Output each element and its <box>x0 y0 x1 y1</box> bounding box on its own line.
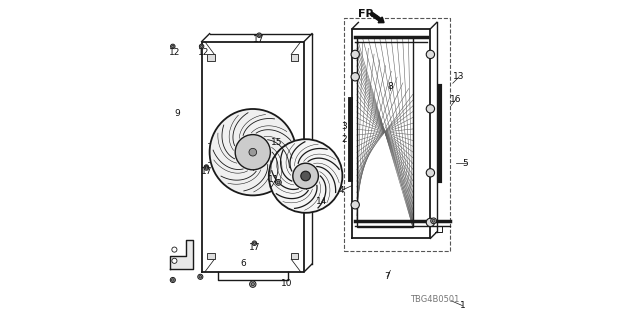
Circle shape <box>293 163 319 189</box>
Text: 15: 15 <box>271 138 282 147</box>
Circle shape <box>205 167 207 169</box>
Circle shape <box>204 166 209 170</box>
Circle shape <box>257 33 262 37</box>
Circle shape <box>205 166 207 168</box>
Circle shape <box>432 220 435 222</box>
Text: 12: 12 <box>198 48 209 57</box>
Text: 12: 12 <box>170 48 180 57</box>
Circle shape <box>351 50 360 59</box>
Text: 5: 5 <box>463 159 468 168</box>
Text: 8: 8 <box>388 82 393 91</box>
Circle shape <box>172 45 174 47</box>
Text: 13: 13 <box>454 72 465 81</box>
Circle shape <box>253 242 255 244</box>
Circle shape <box>250 281 256 287</box>
Circle shape <box>236 135 271 170</box>
Circle shape <box>426 169 435 177</box>
Text: 1: 1 <box>460 301 465 310</box>
Circle shape <box>200 45 203 47</box>
Text: 14: 14 <box>316 197 327 206</box>
Bar <box>357 37 413 227</box>
Circle shape <box>170 44 175 49</box>
Bar <box>207 253 215 259</box>
Text: 9: 9 <box>175 109 180 118</box>
Circle shape <box>200 44 204 49</box>
Circle shape <box>252 241 257 245</box>
Circle shape <box>172 258 177 263</box>
Text: 7: 7 <box>385 272 390 281</box>
Circle shape <box>172 247 177 252</box>
Text: 16: 16 <box>451 95 461 104</box>
Text: 6: 6 <box>241 260 246 268</box>
Text: 4: 4 <box>339 186 344 195</box>
Circle shape <box>426 218 435 227</box>
Circle shape <box>198 274 203 279</box>
Circle shape <box>426 50 435 59</box>
Circle shape <box>351 73 360 81</box>
Circle shape <box>249 148 257 156</box>
Circle shape <box>351 201 360 209</box>
Circle shape <box>204 165 209 169</box>
Circle shape <box>170 277 175 283</box>
Text: 2: 2 <box>341 135 347 144</box>
Text: 17: 17 <box>249 244 260 252</box>
Circle shape <box>277 181 280 184</box>
FancyArrow shape <box>371 12 384 23</box>
Text: 17: 17 <box>201 167 212 176</box>
Circle shape <box>258 34 260 36</box>
Bar <box>207 54 215 61</box>
Text: 11: 11 <box>268 175 279 184</box>
Text: 3: 3 <box>341 122 347 131</box>
Circle shape <box>275 180 282 185</box>
Circle shape <box>199 276 202 278</box>
Bar <box>271 150 282 163</box>
Circle shape <box>269 139 342 213</box>
Circle shape <box>172 279 174 281</box>
Bar <box>344 18 450 251</box>
Bar <box>291 54 298 61</box>
Circle shape <box>301 171 310 181</box>
Text: FR.: FR. <box>358 9 378 20</box>
Circle shape <box>210 109 296 196</box>
Circle shape <box>431 218 436 224</box>
Bar <box>291 253 298 259</box>
Text: 17: 17 <box>253 36 265 44</box>
Text: TBG4B0501: TBG4B0501 <box>410 295 460 304</box>
Circle shape <box>252 283 255 286</box>
Polygon shape <box>170 240 193 269</box>
Text: 10: 10 <box>281 279 292 288</box>
Circle shape <box>426 105 435 113</box>
